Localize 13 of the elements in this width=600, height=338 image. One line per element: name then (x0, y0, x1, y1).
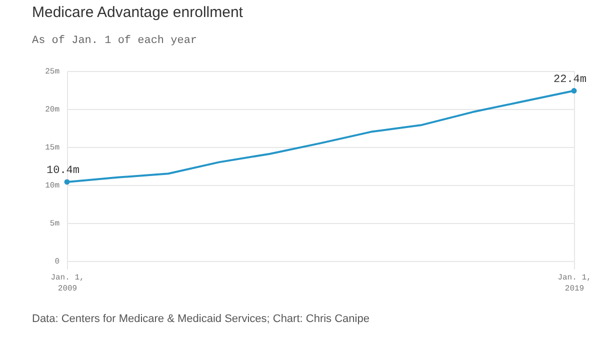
data-label: 22.4m (553, 74, 587, 86)
y-tick-label: 5m (50, 220, 60, 228)
chart-subtitle: As of Jan. 1 of each year (32, 35, 198, 47)
y-tick-label: 15m (45, 144, 60, 152)
x-tick-label: Jan. 1, 2019 (558, 274, 592, 294)
text: Data: Centers for Medicare & Medicaid Services; Chart: Chris Canipe (32, 313, 370, 325)
x-tick-label: Jan. 1, 2009 (50, 274, 84, 294)
y-tick-label: 20m (45, 106, 60, 114)
y-tick-label: 0 (54, 258, 60, 266)
y-tick-label: 25m (45, 68, 60, 76)
chart-title: Medicare Advantage enrollment (32, 4, 244, 21)
y-tick-label: 10m (45, 182, 60, 190)
data-label: 10.4m (46, 164, 80, 177)
